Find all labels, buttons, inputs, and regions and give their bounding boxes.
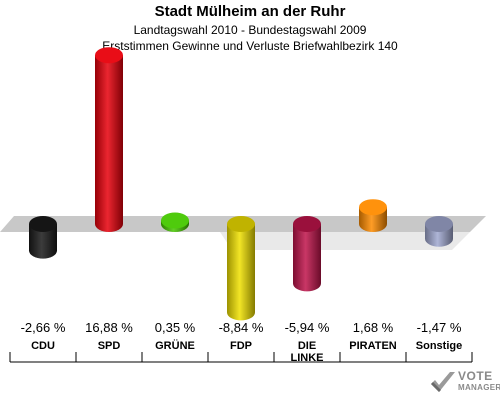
bar-top-cap: [293, 216, 321, 232]
bar-5: [293, 216, 321, 292]
category-label: Sonstige: [416, 340, 462, 352]
chart-subtitle: Landtagswahl 2010 - Bundestagswahl 2009: [133, 23, 367, 37]
value-label: -5,94 %: [285, 320, 330, 335]
bar-top-cap: [359, 199, 387, 216]
bar-bottom-cap: [359, 216, 387, 232]
category-label: PIRATEN: [349, 340, 397, 352]
value-label: 0,35 %: [155, 320, 196, 335]
value-label: -8,84 %: [219, 320, 264, 335]
bar-bottom-cap: [95, 216, 123, 232]
watermark-line2: MANAGER: [458, 383, 500, 392]
bar-6: [359, 199, 387, 232]
category-label: GRÜNE: [155, 339, 195, 352]
bar-top-cap: [227, 216, 255, 232]
vote-manager-logo: VOTE MANAGER: [428, 368, 500, 398]
checkmark-icon: [431, 372, 455, 392]
baseline-platform-shadow: [220, 232, 470, 250]
bar-body: [293, 224, 321, 284]
category-label: DIE LINKE: [291, 340, 324, 364]
bar-3: [161, 212, 189, 232]
category-label: CDU: [31, 340, 55, 352]
value-label: -2,66 %: [21, 320, 66, 335]
bar-bottom-cap: [425, 230, 453, 247]
bar-bottom-cap: [227, 304, 255, 321]
category-label: SPD: [98, 340, 121, 352]
category-label: FDP: [230, 340, 252, 352]
chart-subtitle-detail: Erststimmen Gewinne und Verluste Briefwa…: [102, 39, 398, 53]
bar-1: [29, 216, 57, 259]
chart-title: Stadt Mülheim an der Ruhr: [154, 3, 346, 20]
value-label: 16,88 %: [85, 320, 133, 335]
bar-bottom-cap: [293, 275, 321, 292]
bar-body: [227, 224, 255, 313]
bar-2: [95, 47, 123, 232]
value-label: -1,47 %: [417, 320, 462, 335]
bar-7: [425, 216, 453, 247]
watermark-line1: VOTE: [458, 369, 493, 383]
bar-top-cap: [161, 212, 189, 229]
bar-top-cap: [95, 47, 123, 64]
bar-top-cap: [29, 216, 57, 232]
value-label: 1,68 %: [353, 320, 394, 335]
bar-body: [95, 55, 123, 225]
bar-top-cap: [425, 216, 453, 232]
bar-4: [227, 216, 255, 321]
bar-bottom-cap: [29, 242, 57, 259]
